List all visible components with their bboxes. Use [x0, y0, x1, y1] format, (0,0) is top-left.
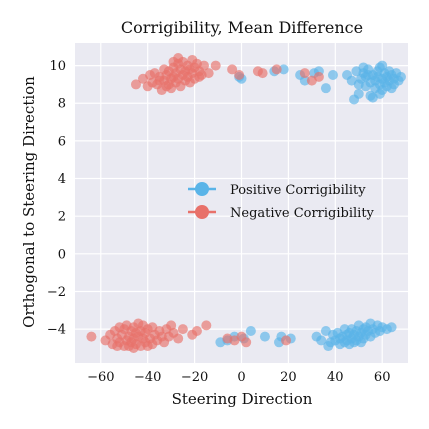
data-point: [358, 62, 369, 73]
data-point: [112, 341, 123, 352]
data-point: [203, 68, 214, 79]
x-tick-label: 20: [280, 370, 297, 385]
chart-title: Corrigibility, Mean Difference: [121, 18, 363, 37]
y-tick-label: 8: [58, 97, 66, 112]
x-tick-label: 40: [327, 370, 344, 385]
x-tick-label: −40: [134, 370, 161, 385]
data-point: [210, 60, 221, 71]
data-point: [353, 88, 364, 99]
y-tick-label: −2: [47, 285, 66, 300]
data-point: [191, 326, 202, 336]
data-point: [142, 341, 153, 352]
data-point: [278, 64, 289, 75]
x-axis-ticks: −60 −40 −20 0 20 40 60: [87, 370, 390, 385]
data-point: [374, 88, 385, 99]
series-negative: [86, 53, 324, 353]
data-point: [86, 331, 97, 342]
legend-marker: [195, 182, 209, 196]
data-point: [323, 341, 334, 352]
data-point: [257, 68, 268, 79]
legend: Positive Corrigibility Negative Corrigibi…: [188, 182, 375, 221]
x-tick-label: 60: [374, 370, 391, 385]
y-axis-ticks: −4 −2 0 2 4 6 8 10: [47, 59, 66, 338]
x-tick-label: 0: [237, 370, 245, 385]
data-point: [271, 64, 282, 75]
legend-label: Positive Corrigibility: [230, 183, 366, 198]
data-point: [299, 68, 310, 79]
data-point: [395, 71, 406, 82]
data-point: [154, 75, 165, 86]
data-point: [173, 333, 184, 344]
y-axis-label: Orthogonal to Steering Direction: [20, 76, 38, 328]
data-point: [259, 331, 270, 342]
data-point: [198, 60, 209, 71]
data-point: [234, 70, 245, 80]
data-point: [166, 320, 177, 331]
data-point: [299, 75, 310, 86]
data-point: [227, 64, 238, 75]
x-tick-label: −20: [181, 370, 208, 385]
y-tick-label: −4: [47, 323, 66, 338]
data-point: [161, 81, 172, 92]
legend-label: Negative Corrigibility: [230, 206, 375, 221]
data-point: [313, 71, 324, 82]
data-point: [327, 70, 338, 80]
data-point: [363, 70, 374, 80]
y-tick-label: 0: [58, 247, 66, 262]
y-tick-label: 4: [58, 172, 66, 187]
data-point: [316, 335, 327, 346]
y-tick-label: 6: [58, 134, 66, 149]
data-point: [245, 326, 256, 336]
data-point: [177, 324, 188, 335]
y-tick-label: 2: [58, 210, 66, 225]
data-point: [320, 83, 331, 94]
y-tick-label: 10: [49, 59, 66, 74]
data-point: [194, 71, 205, 82]
data-points: [86, 53, 406, 353]
x-axis-label: Steering Direction: [172, 390, 313, 408]
data-point: [241, 337, 252, 348]
data-point: [130, 79, 141, 90]
legend-marker: [195, 205, 209, 219]
data-point: [281, 335, 292, 346]
x-tick-label: −60: [87, 370, 114, 385]
data-point: [168, 56, 179, 67]
data-point: [386, 322, 397, 333]
data-point: [128, 342, 139, 353]
data-point: [377, 60, 388, 71]
data-point: [201, 320, 212, 331]
